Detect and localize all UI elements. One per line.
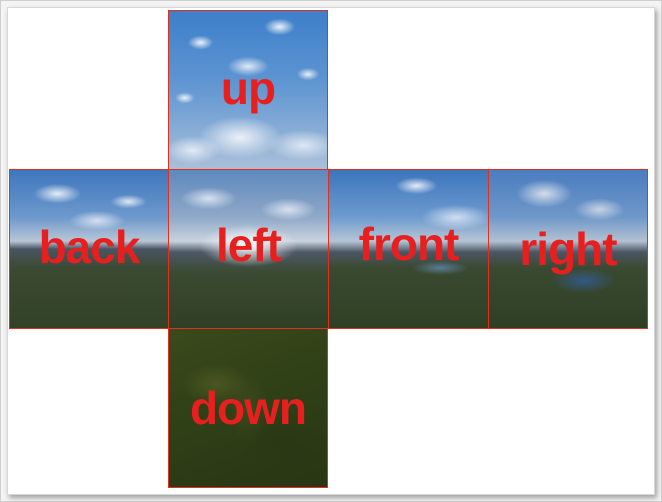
face-label-up: up [220, 62, 276, 114]
face-label-right: right [519, 223, 617, 275]
face-label-left: left [216, 219, 282, 271]
face-down: down [168, 328, 328, 488]
face-label-front: front [358, 218, 460, 270]
face-right: right [488, 169, 648, 329]
face-left: left [168, 169, 329, 329]
cubemap-diagram: up back left front right down [7, 7, 655, 495]
face-front: front [328, 169, 489, 329]
face-label-down: down [189, 382, 307, 434]
face-back: back [9, 169, 169, 329]
face-up: up [168, 10, 328, 170]
face-label-back: back [38, 221, 141, 273]
